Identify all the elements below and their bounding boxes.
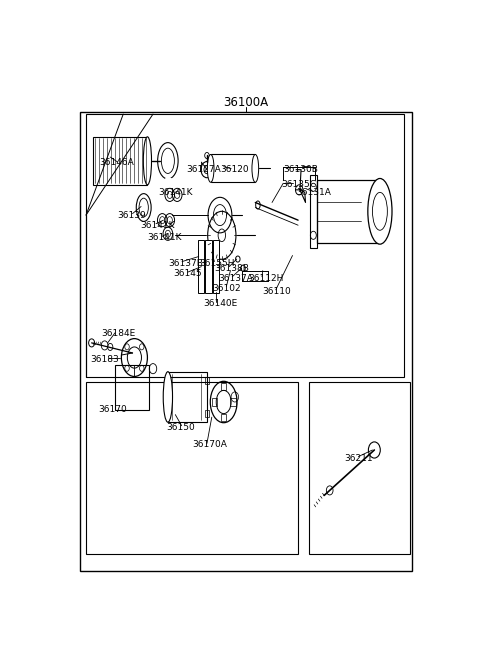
Bar	[309, 382, 410, 554]
Text: 36137B: 36137B	[168, 258, 203, 268]
Ellipse shape	[144, 137, 152, 185]
Text: 36100A: 36100A	[223, 96, 269, 110]
Bar	[211, 154, 255, 182]
Bar	[115, 365, 148, 409]
Text: 36137A: 36137A	[218, 274, 253, 283]
Bar	[317, 180, 380, 243]
Bar	[230, 398, 236, 405]
Text: 36155H: 36155H	[200, 258, 235, 268]
Bar	[86, 114, 404, 377]
Text: 36127A: 36127A	[186, 165, 221, 174]
Text: 36112H: 36112H	[248, 274, 283, 283]
Text: 36146A: 36146A	[99, 157, 134, 167]
Ellipse shape	[207, 154, 214, 182]
Bar	[168, 372, 207, 422]
Bar	[86, 382, 298, 554]
Text: 36184E: 36184E	[101, 329, 135, 338]
Circle shape	[368, 442, 380, 458]
Bar	[212, 398, 217, 405]
Text: 36141K: 36141K	[147, 234, 182, 242]
Bar	[198, 240, 204, 293]
Text: 36138B: 36138B	[215, 264, 249, 273]
Bar	[213, 240, 219, 293]
Ellipse shape	[163, 372, 172, 422]
Text: 36141K: 36141K	[158, 188, 193, 197]
Text: 36110: 36110	[263, 287, 291, 297]
Bar	[81, 112, 411, 571]
Bar	[205, 240, 212, 293]
Text: 36170A: 36170A	[192, 440, 227, 449]
Text: 36150: 36150	[166, 422, 195, 432]
Bar	[221, 383, 226, 390]
Text: 36183: 36183	[91, 354, 119, 363]
Bar	[94, 137, 147, 185]
Text: 36140E: 36140E	[203, 299, 238, 308]
Text: 36139: 36139	[118, 211, 146, 220]
Bar	[221, 414, 226, 420]
Text: 36130B: 36130B	[283, 165, 318, 174]
Text: 36131A: 36131A	[296, 188, 331, 197]
Bar	[205, 409, 209, 417]
Text: 36145: 36145	[173, 269, 202, 277]
Ellipse shape	[368, 178, 392, 244]
Text: 36102: 36102	[213, 284, 241, 293]
Bar	[205, 377, 209, 384]
Text: 36170: 36170	[98, 405, 127, 414]
Text: 36135C: 36135C	[281, 180, 316, 190]
Bar	[310, 174, 317, 248]
Ellipse shape	[252, 154, 259, 182]
Text: 36141K: 36141K	[140, 220, 175, 230]
Text: 36211: 36211	[345, 454, 373, 463]
Text: 36120: 36120	[220, 165, 249, 174]
